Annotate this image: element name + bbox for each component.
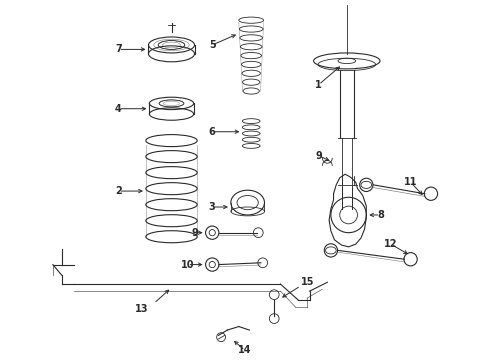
Text: 1: 1 xyxy=(315,80,322,90)
Text: 6: 6 xyxy=(209,127,216,137)
Text: 8: 8 xyxy=(377,210,384,220)
Text: 2: 2 xyxy=(115,186,122,196)
Text: 12: 12 xyxy=(384,239,398,249)
Text: 11: 11 xyxy=(404,177,417,187)
Text: 10: 10 xyxy=(181,260,194,270)
Text: 5: 5 xyxy=(209,40,216,50)
Text: 4: 4 xyxy=(115,104,122,114)
Text: 13: 13 xyxy=(135,304,148,314)
Text: 7: 7 xyxy=(115,44,122,54)
Text: 9: 9 xyxy=(315,150,322,161)
Text: 14: 14 xyxy=(238,346,252,355)
Text: 15: 15 xyxy=(301,277,315,287)
Text: 9: 9 xyxy=(191,228,198,238)
Text: 3: 3 xyxy=(209,202,216,212)
